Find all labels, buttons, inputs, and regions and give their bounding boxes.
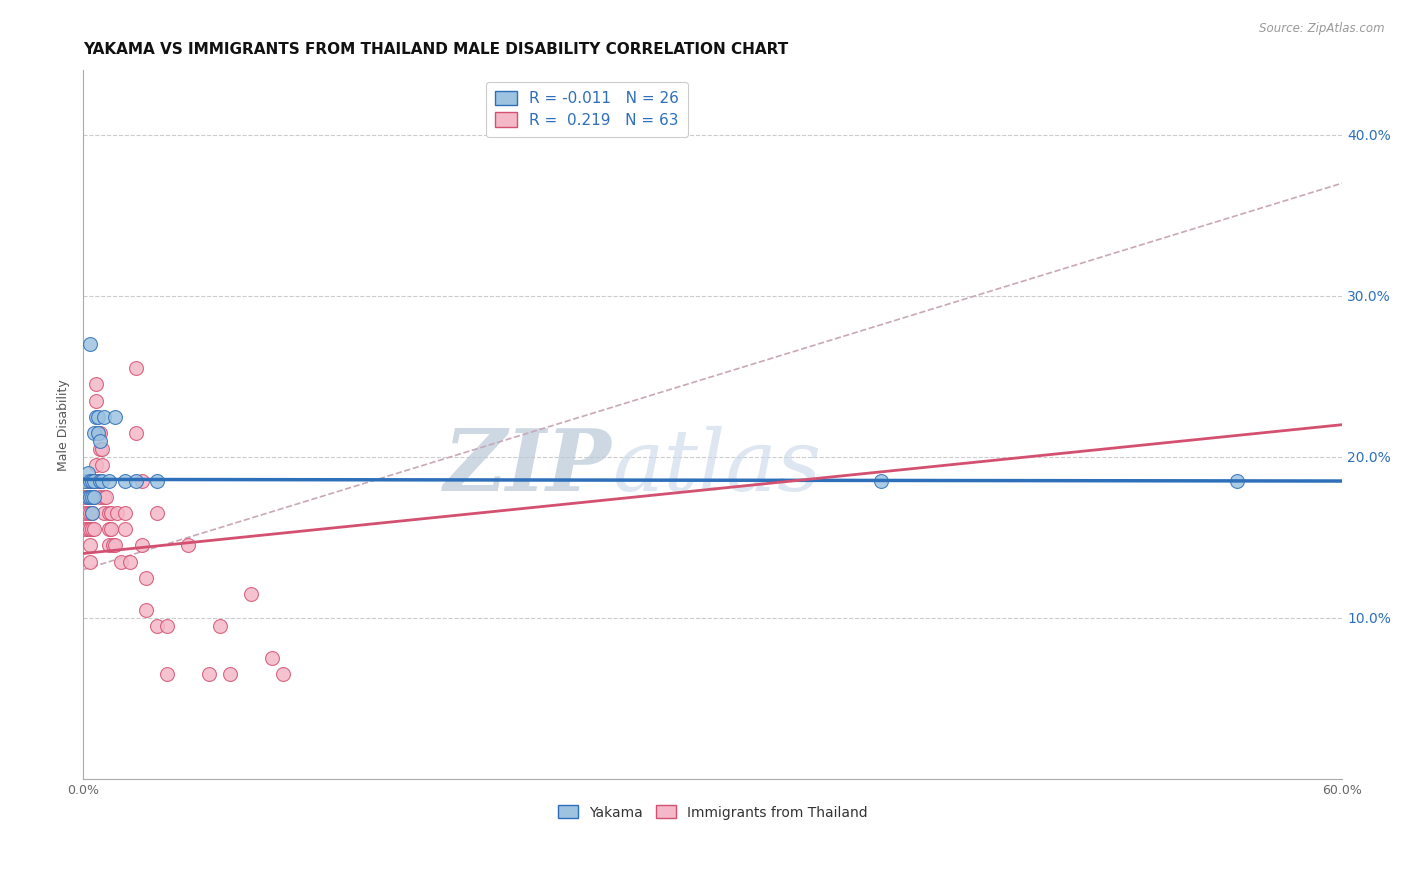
Point bbox=[219, 667, 242, 681]
Point bbox=[80, 474, 103, 488]
Point bbox=[146, 474, 169, 488]
Point bbox=[156, 619, 179, 633]
Point bbox=[97, 506, 120, 520]
Point bbox=[91, 442, 114, 456]
Text: atlas: atlas bbox=[612, 425, 821, 508]
Point bbox=[91, 474, 114, 488]
Point bbox=[75, 490, 97, 504]
Point bbox=[93, 490, 115, 504]
Point bbox=[177, 538, 200, 552]
Point bbox=[114, 506, 136, 520]
Point bbox=[76, 474, 98, 488]
Point bbox=[80, 506, 103, 520]
Point bbox=[135, 571, 157, 585]
Y-axis label: Male Disability: Male Disability bbox=[58, 379, 70, 471]
Point bbox=[79, 555, 101, 569]
Point bbox=[91, 458, 114, 472]
Point bbox=[80, 490, 103, 504]
Point bbox=[105, 506, 128, 520]
Point bbox=[83, 474, 105, 488]
Point bbox=[79, 538, 101, 552]
Point bbox=[114, 474, 136, 488]
Point bbox=[125, 361, 148, 376]
Legend: Yakama, Immigrants from Thailand: Yakama, Immigrants from Thailand bbox=[553, 799, 873, 825]
Point bbox=[84, 393, 107, 408]
Point bbox=[83, 522, 105, 536]
Point bbox=[89, 442, 111, 456]
Point bbox=[114, 522, 136, 536]
Point bbox=[79, 337, 101, 351]
Point bbox=[104, 538, 127, 552]
Point bbox=[89, 434, 111, 448]
Point bbox=[262, 651, 284, 665]
Point bbox=[87, 409, 110, 424]
Point bbox=[76, 490, 98, 504]
Text: ZIP: ZIP bbox=[444, 425, 612, 509]
Point bbox=[131, 538, 153, 552]
Point bbox=[869, 474, 891, 488]
Text: YAKAMA VS IMMIGRANTS FROM THAILAND MALE DISABILITY CORRELATION CHART: YAKAMA VS IMMIGRANTS FROM THAILAND MALE … bbox=[83, 42, 789, 57]
Point bbox=[125, 425, 148, 440]
Point bbox=[100, 506, 122, 520]
Point bbox=[101, 538, 124, 552]
Point bbox=[96, 490, 118, 504]
Point bbox=[75, 474, 97, 488]
Point bbox=[80, 522, 103, 536]
Point bbox=[84, 377, 107, 392]
Point bbox=[135, 603, 157, 617]
Point bbox=[79, 490, 101, 504]
Point bbox=[80, 474, 103, 488]
Point bbox=[76, 506, 98, 520]
Point bbox=[271, 667, 294, 681]
Point bbox=[75, 522, 97, 536]
Point bbox=[131, 474, 153, 488]
Point bbox=[208, 619, 231, 633]
Point bbox=[1226, 474, 1249, 488]
Point bbox=[118, 555, 141, 569]
Point bbox=[89, 474, 111, 488]
Point bbox=[80, 490, 103, 504]
Point bbox=[89, 490, 111, 504]
Point bbox=[76, 522, 98, 536]
Point bbox=[84, 474, 107, 488]
Point bbox=[125, 474, 148, 488]
Point bbox=[79, 474, 101, 488]
Point bbox=[83, 425, 105, 440]
Point bbox=[93, 409, 115, 424]
Point bbox=[97, 538, 120, 552]
Point bbox=[89, 425, 111, 440]
Point bbox=[79, 506, 101, 520]
Point bbox=[75, 506, 97, 520]
Point bbox=[87, 474, 110, 488]
Point bbox=[79, 522, 101, 536]
Point bbox=[104, 409, 127, 424]
Point bbox=[84, 409, 107, 424]
Point bbox=[83, 490, 105, 504]
Text: Source: ZipAtlas.com: Source: ZipAtlas.com bbox=[1260, 22, 1385, 36]
Point bbox=[93, 506, 115, 520]
Point bbox=[76, 466, 98, 480]
Point bbox=[240, 587, 263, 601]
Point bbox=[97, 522, 120, 536]
Point bbox=[100, 522, 122, 536]
Point bbox=[84, 458, 107, 472]
Point bbox=[80, 506, 103, 520]
Point bbox=[79, 474, 101, 488]
Point bbox=[146, 506, 169, 520]
Point bbox=[83, 474, 105, 488]
Point bbox=[110, 555, 132, 569]
Point bbox=[198, 667, 221, 681]
Point bbox=[79, 490, 101, 504]
Point bbox=[156, 667, 179, 681]
Point bbox=[146, 619, 169, 633]
Point bbox=[87, 425, 110, 440]
Point bbox=[97, 474, 120, 488]
Point bbox=[87, 425, 110, 440]
Point bbox=[76, 490, 98, 504]
Point bbox=[83, 490, 105, 504]
